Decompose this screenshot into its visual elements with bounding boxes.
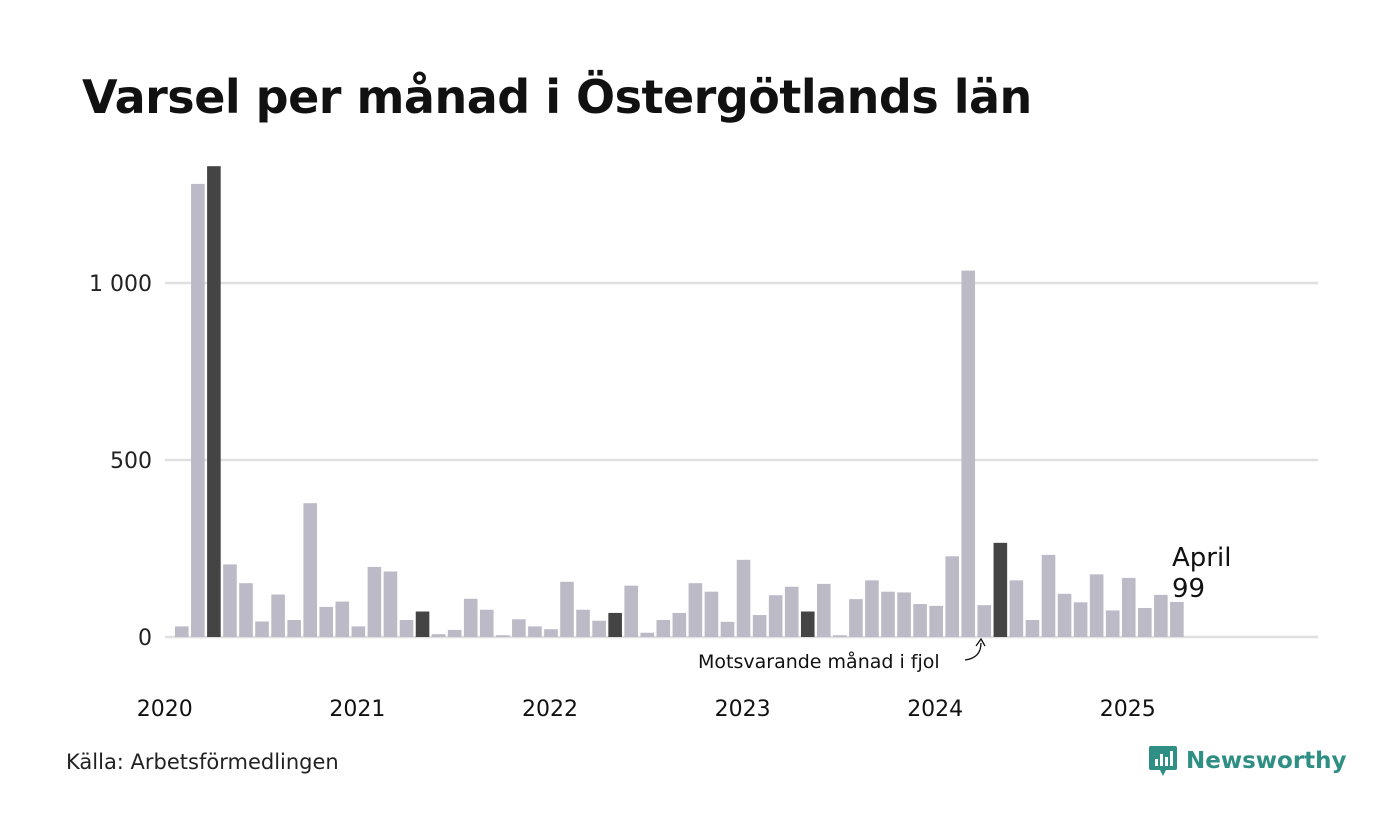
bar — [528, 626, 542, 637]
annotation-arrow — [964, 642, 982, 661]
bar — [624, 585, 638, 637]
x-tick-label: 2023 — [715, 697, 771, 722]
bar — [752, 615, 767, 637]
bar — [560, 581, 574, 637]
bar — [1138, 607, 1152, 637]
bar — [913, 604, 927, 637]
bar — [287, 620, 301, 637]
x-tick-label: 2021 — [329, 697, 385, 722]
latest-month-label: April — [1172, 543, 1231, 573]
bar — [945, 556, 959, 637]
bar — [255, 621, 269, 637]
newsworthy-icon — [1149, 746, 1177, 776]
latest-value: 99 — [1172, 574, 1205, 604]
brand-name: Newsworthy — [1186, 748, 1347, 774]
bar — [640, 632, 655, 637]
bar — [175, 626, 189, 637]
bar — [1154, 594, 1168, 637]
bar — [431, 634, 446, 637]
x-tick-label: 2022 — [522, 697, 578, 722]
bar — [383, 571, 398, 637]
bar — [881, 591, 895, 637]
chart-title: Varsel per månad i Östergötlands län — [82, 70, 1032, 124]
bar — [592, 620, 606, 637]
y-axis-labels: 0 500 1 000 — [89, 272, 152, 651]
bar — [784, 586, 799, 637]
bar — [833, 635, 847, 637]
x-tick-label: 2025 — [1100, 697, 1156, 722]
bar — [849, 599, 863, 637]
annotation-text: Motsvarande månad i fjol — [698, 650, 940, 673]
brand-logo[interactable]: Newsworthy — [1148, 744, 1347, 778]
bar — [1121, 577, 1136, 637]
y-tick-label: 0 — [138, 626, 152, 651]
x-tick-label: 2024 — [907, 697, 963, 722]
latest-value-label: April 99 — [1172, 543, 1231, 604]
bar — [720, 621, 735, 637]
x-axis-labels: 2020 2021 2022 2023 2024 2025 — [137, 697, 1156, 722]
bar — [367, 566, 382, 637]
bar — [704, 591, 719, 637]
bar — [479, 609, 494, 637]
annotation: Motsvarande månad i fjol — [698, 637, 986, 673]
bar — [399, 620, 414, 637]
bars — [175, 166, 1184, 637]
bar — [576, 609, 590, 637]
bar — [239, 583, 253, 637]
annotation-arrowhead — [975, 637, 986, 647]
bar — [961, 270, 976, 637]
bar-same-month-previous-year — [415, 611, 430, 637]
bar — [1041, 554, 1056, 637]
bar — [351, 626, 366, 637]
bar — [544, 629, 558, 637]
x-tick-label: 2020 — [137, 697, 193, 722]
bar — [672, 612, 687, 637]
bar — [897, 592, 911, 637]
bar-same-month-previous-year — [207, 166, 221, 637]
bar — [736, 559, 751, 637]
bar — [865, 580, 879, 637]
bar — [463, 598, 478, 637]
bar — [929, 605, 943, 637]
bar — [496, 635, 510, 637]
bar — [1105, 610, 1120, 637]
bar — [768, 595, 783, 637]
bar — [271, 594, 285, 637]
bar — [1170, 601, 1184, 637]
bar-same-month-previous-year — [800, 611, 815, 637]
bar — [223, 564, 237, 637]
y-tick-label: 1 000 — [89, 272, 152, 297]
source-note: Källa: Arbetsförmedlingen — [66, 750, 339, 774]
bar — [191, 183, 205, 637]
bar — [656, 620, 671, 637]
bar — [977, 605, 992, 637]
bar — [1089, 574, 1104, 637]
bar — [303, 503, 317, 637]
bar — [1025, 620, 1040, 637]
bar — [512, 619, 526, 637]
bar — [817, 583, 831, 637]
bar — [447, 629, 462, 637]
bar-same-month-previous-year — [993, 542, 1008, 637]
bar — [1057, 593, 1072, 637]
bar — [1009, 580, 1024, 637]
y-tick-label: 500 — [110, 449, 152, 474]
bar — [688, 583, 703, 637]
bar — [1073, 602, 1088, 637]
bar — [335, 601, 350, 637]
bar-same-month-previous-year — [608, 612, 622, 637]
bar — [319, 606, 334, 637]
